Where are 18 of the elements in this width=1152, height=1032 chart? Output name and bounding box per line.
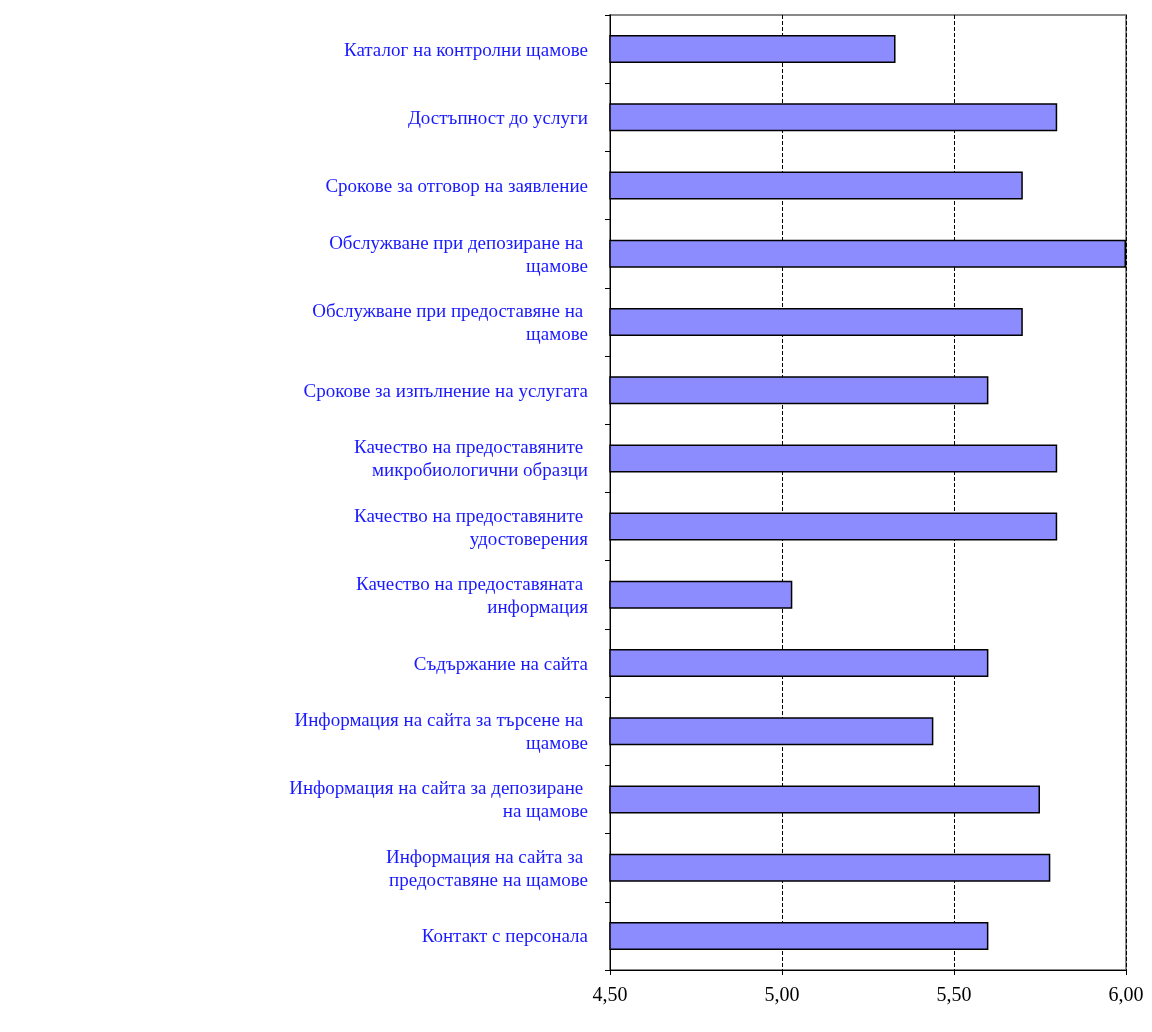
- y-tick-label: Каталог на контролни щамове: [343, 38, 588, 60]
- y-tick-label: Срокове за отговор на заявление: [325, 175, 588, 197]
- x-tick-label: 4,50: [592, 983, 628, 1005]
- y-tick-label: Качество на предоставяните микробиологични образци: [354, 436, 588, 481]
- y-tick-label: Обслужване при депозиране на щамове: [329, 231, 588, 276]
- y-tick-label: Съдържание на сайта: [413, 652, 589, 674]
- x-tick-label: 6,00: [1108, 983, 1144, 1005]
- x-tick-label: 5,00: [764, 983, 800, 1005]
- y-tick-label: Срокове за изпълнение на услугата: [303, 379, 589, 401]
- y-tick-label: Контакт с персонала: [421, 925, 589, 947]
- y-tick-label: Информация на сайта за търсене на щамове: [294, 709, 588, 754]
- y-tick-label: Качество на предоставяната информация: [356, 572, 589, 617]
- y-tick-label: Обслужване при предоставяне на щамове: [312, 299, 588, 344]
- y-tick-label: Информация на сайта за предоставяне на щамове: [385, 845, 588, 890]
- y-tick-label: Качество на предоставяните удостоверения: [354, 504, 589, 549]
- y-tick-label: Достъпност до услуги: [407, 106, 588, 128]
- x-tick-label: 5,50: [936, 983, 972, 1005]
- y-tick-label: Информация на сайта за депозиране на щамове: [289, 777, 588, 822]
